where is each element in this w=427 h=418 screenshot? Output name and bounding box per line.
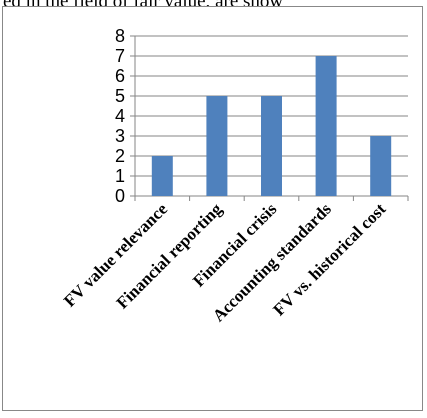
bar-1 — [151, 156, 173, 196]
x-category-label: Financial reporting — [113, 199, 226, 312]
bar-5 — [370, 136, 392, 196]
y-tick-label: 7 — [115, 46, 125, 66]
y-tick-label: 6 — [115, 66, 125, 86]
bar-3 — [261, 96, 282, 196]
y-tick-label: 2 — [115, 146, 125, 166]
y-tick-label: 8 — [115, 26, 125, 46]
y-tick-label: 5 — [115, 86, 125, 106]
y-tick-label: 3 — [115, 126, 125, 146]
y-tick-label: 4 — [115, 106, 125, 126]
bar-2 — [206, 96, 228, 196]
bar-4 — [315, 56, 337, 196]
chart-frame — [2, 6, 423, 411]
x-category-label: FV value relevance — [60, 199, 171, 310]
y-tick-label: 0 — [115, 186, 125, 206]
y-tick-label: 1 — [115, 166, 125, 186]
